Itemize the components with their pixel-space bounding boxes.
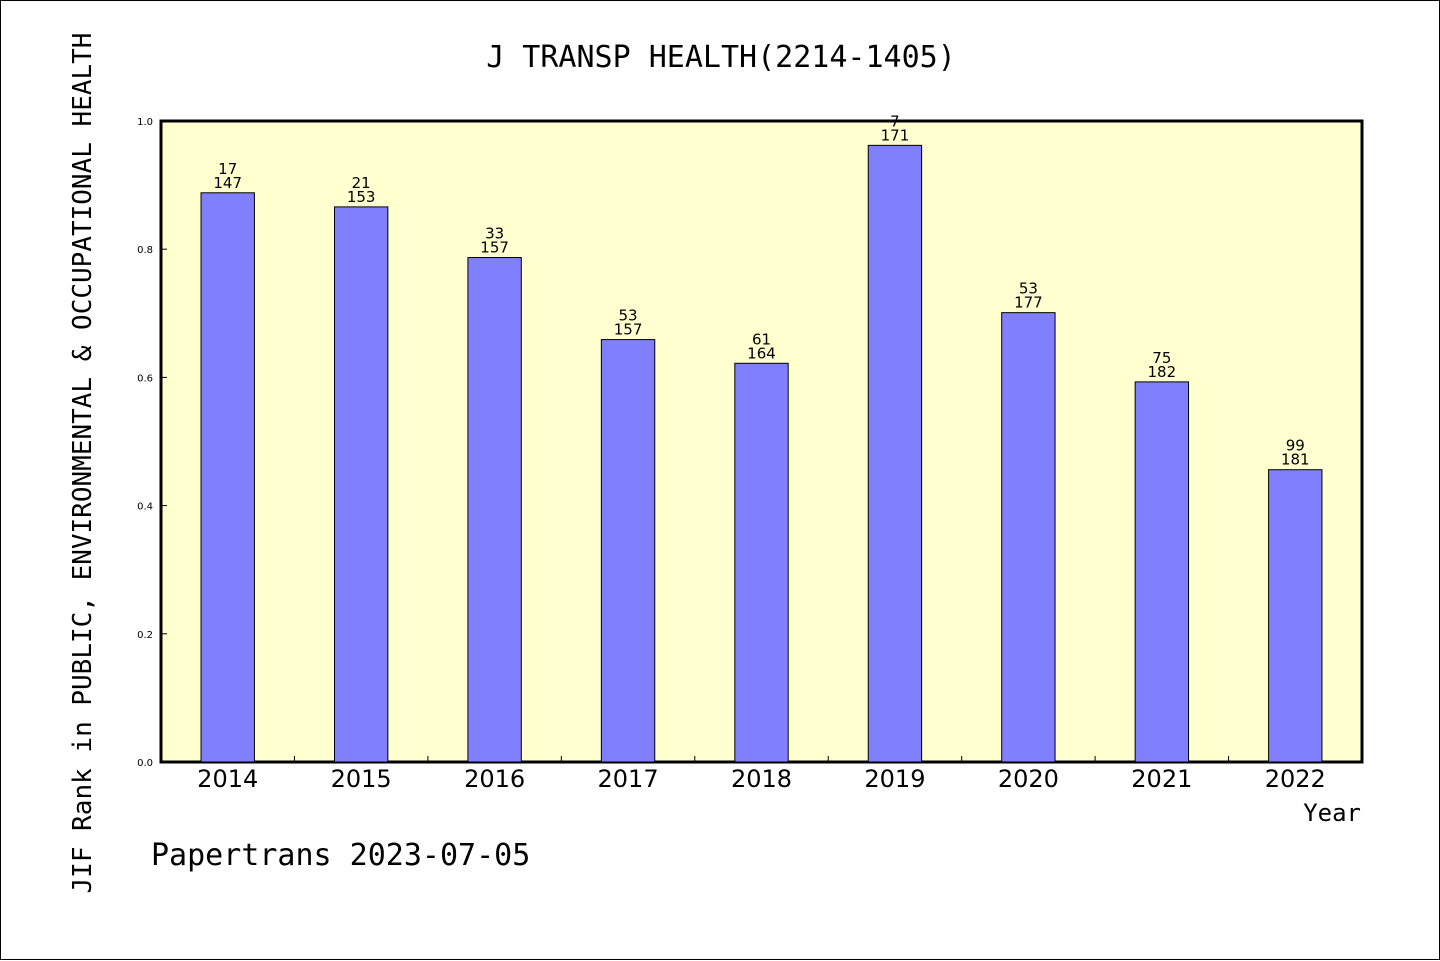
- x-tick-label: 2022: [1265, 765, 1326, 793]
- data-label-rank: 33: [485, 225, 504, 243]
- data-label-total: 157: [614, 321, 643, 339]
- data-label-total: 177: [1014, 294, 1043, 312]
- chart-title: J TRANSP HEALTH(2214-1405): [486, 40, 956, 75]
- x-tick-label: 2017: [598, 765, 659, 793]
- x-tick-label: 2020: [998, 765, 1059, 793]
- y-tick-label: 0.6: [137, 373, 153, 384]
- x-axis-label: Year: [1303, 799, 1361, 827]
- y-tick-label: 0.4: [137, 502, 153, 513]
- bar-2015: [333, 206, 389, 763]
- data-label-rank: 7: [890, 112, 900, 130]
- bar-2021: [1134, 381, 1190, 763]
- data-label-rank: 21: [352, 174, 371, 192]
- footer-credit: Papertrans 2023-07-05: [151, 838, 530, 873]
- bar-2017: [600, 339, 656, 763]
- data-label-total: 153: [347, 188, 376, 206]
- x-axis: 2014 2015 2016 2017 2018 2019 2020 2021 2022: [197, 756, 1326, 793]
- y-tick-label: 0.2: [137, 630, 153, 641]
- x-tick-label: 2019: [864, 765, 925, 793]
- data-label-total: 164: [747, 344, 776, 362]
- data-label-total: 157: [480, 239, 509, 257]
- data-label-rank: 99: [1286, 437, 1305, 455]
- bar-2016: [467, 257, 522, 763]
- data-label-rank: 53: [619, 307, 638, 325]
- x-tick-label: 2018: [731, 765, 792, 793]
- x-tick-label: 2016: [464, 765, 525, 793]
- data-label-rank: 75: [1152, 349, 1171, 367]
- y-tick-label: 0.8: [137, 245, 153, 256]
- data-label-rank: 61: [752, 330, 771, 348]
- data-label-total: 147: [213, 174, 242, 192]
- data-label-total: 171: [881, 126, 910, 144]
- data-label-total: 181: [1281, 451, 1310, 469]
- bar-2019: [867, 144, 923, 763]
- x-tick-label: 2021: [1131, 765, 1192, 793]
- y-tick-label: 1.0: [137, 117, 153, 128]
- data-label-rank: 53: [1019, 280, 1038, 298]
- x-tick-label: 2014: [197, 765, 258, 793]
- bar-2020: [1001, 312, 1056, 763]
- data-label-rank: 17: [218, 160, 237, 178]
- y-tick-label: 0.0: [137, 758, 153, 769]
- bar-2018: [734, 362, 789, 763]
- y-axis-label: JIF Rank in PUBLIC, ENVIRONMENTAL & OCCU…: [68, 33, 98, 894]
- x-tick-label: 2015: [331, 765, 392, 793]
- y-axis: 0.0 0.2 0.4 0.6 0.8 1.0: [137, 117, 167, 769]
- bar-2014: [200, 192, 255, 763]
- bar-2022: [1268, 469, 1323, 763]
- data-label-total: 182: [1148, 363, 1177, 381]
